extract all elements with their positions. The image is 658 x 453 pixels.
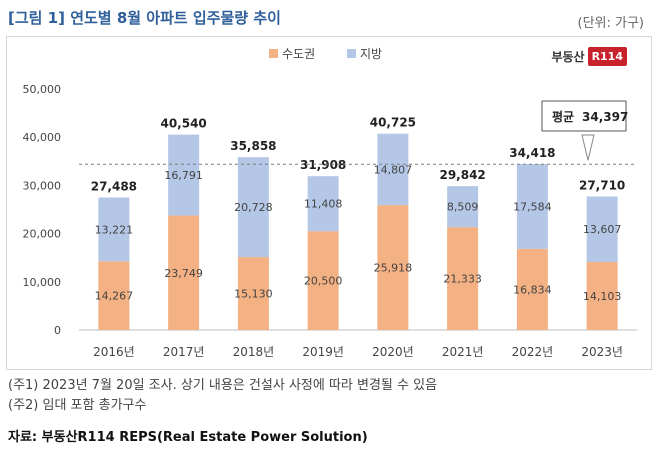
bar-capital bbox=[307, 231, 339, 330]
bar-region bbox=[447, 186, 479, 228]
total-label: 40,540 bbox=[160, 117, 206, 131]
bar-capital bbox=[377, 205, 409, 330]
figure-title: [그림 1] 연도별 8월 아파트 입주물량 추이 bbox=[8, 9, 281, 27]
average-callout-box bbox=[541, 100, 627, 132]
bar-region bbox=[516, 164, 548, 249]
bar-region bbox=[237, 157, 269, 258]
average-callout-label: 평균 bbox=[552, 110, 574, 124]
x-tick-label: 2018년 bbox=[233, 345, 275, 359]
x-tick-label: 2019년 bbox=[302, 345, 344, 359]
average-arrow-icon bbox=[581, 134, 595, 161]
chart-panel: 0 10,000 20,000 30,000 40,000 50,000 수도권 지방 14,2… bbox=[6, 36, 652, 370]
bar-region bbox=[168, 134, 200, 216]
y-tick-label: 0 bbox=[54, 324, 61, 337]
data-label-region: 13,221 bbox=[95, 223, 134, 236]
total-label: 40,725 bbox=[370, 116, 416, 130]
data-label-capital: 15,130 bbox=[234, 288, 273, 301]
total-label: 29,842 bbox=[439, 168, 485, 182]
footnote-1: (주1) 2023년 7월 20일 조사. 상기 내용은 건설사 사정에 따라 … bbox=[8, 378, 438, 393]
data-label-region: 16,791 bbox=[164, 169, 203, 182]
legend-label-region: 지방 bbox=[360, 47, 382, 61]
data-label-capital: 16,834 bbox=[513, 283, 552, 296]
average-callout-value: 34,397 bbox=[582, 110, 628, 124]
total-label: 27,710 bbox=[579, 178, 625, 192]
y-tick-label: 20,000 bbox=[23, 228, 62, 241]
bar-region bbox=[377, 133, 409, 206]
footnote-2: (주2) 임대 포함 총가구수 bbox=[8, 398, 147, 413]
x-tick-label: 2023년 bbox=[581, 345, 623, 359]
y-tick-label: 40,000 bbox=[23, 131, 62, 144]
data-label-capital: 23,749 bbox=[164, 267, 203, 280]
legend-swatch-region bbox=[347, 49, 356, 58]
data-label-region: 8,509 bbox=[447, 201, 479, 214]
total-label: 31,908 bbox=[300, 158, 346, 172]
legend-label-capital: 수도권 bbox=[282, 47, 315, 61]
data-label-capital: 20,500 bbox=[304, 275, 343, 288]
y-tick-label: 50,000 bbox=[23, 83, 62, 96]
total-label: 27,488 bbox=[91, 180, 137, 194]
data-label-region: 20,728 bbox=[234, 201, 273, 214]
source-credit: 자료: 부동산R114 REPS(Real Estate Power Solut… bbox=[8, 430, 368, 445]
data-label-region: 14,807 bbox=[374, 163, 413, 176]
x-tick-label: 2017년 bbox=[163, 345, 205, 359]
y-tick-label: 30,000 bbox=[23, 179, 62, 192]
bar-region bbox=[586, 196, 618, 263]
y-tick-label: 10,000 bbox=[23, 276, 62, 289]
x-tick-label: 2022년 bbox=[512, 345, 554, 359]
total-label: 35,858 bbox=[230, 139, 276, 153]
data-label-region: 11,408 bbox=[304, 198, 343, 211]
brand-logo: 부동산 R114 bbox=[551, 47, 627, 66]
logo-badge: R114 bbox=[587, 47, 627, 66]
bar-region bbox=[98, 197, 130, 262]
data-label-capital: 21,333 bbox=[443, 273, 482, 286]
x-tick-label: 2016년 bbox=[93, 345, 135, 359]
data-label-region: 17,584 bbox=[513, 200, 552, 213]
total-label: 34,418 bbox=[509, 146, 555, 160]
logo-text: 부동산 bbox=[551, 50, 585, 64]
bar-region bbox=[307, 176, 339, 232]
data-label-capital: 25,918 bbox=[374, 262, 413, 275]
x-tick-label: 2020년 bbox=[372, 345, 414, 359]
footnotes: (주1) 2023년 7월 20일 조사. 상기 내용은 건설사 사정에 따라 … bbox=[8, 376, 437, 416]
bar-capital bbox=[168, 215, 200, 330]
data-label-capital: 14,103 bbox=[583, 290, 622, 303]
unit-label: (단위: 가구) bbox=[577, 16, 645, 31]
x-tick-label: 2021년 bbox=[442, 345, 484, 359]
data-label-region: 13,607 bbox=[583, 223, 622, 236]
data-label-capital: 14,267 bbox=[95, 290, 134, 303]
bar-capital bbox=[447, 227, 479, 330]
bar-capital bbox=[98, 261, 130, 330]
stacked-bar-chart: 0 10,000 20,000 30,000 40,000 50,000 수도권 지방 14,2… bbox=[23, 47, 637, 359]
bar-capital bbox=[516, 248, 548, 330]
legend-swatch-capital bbox=[269, 49, 278, 58]
bar-capital bbox=[237, 257, 269, 330]
bar-capital bbox=[586, 262, 618, 330]
